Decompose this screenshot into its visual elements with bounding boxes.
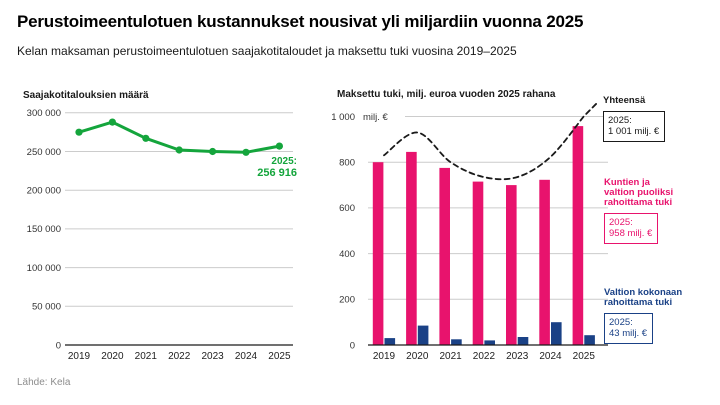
right-chart-title: Maksettu tuki, milj. euroa vuoden 2025 r… xyxy=(337,89,556,100)
valuebox-year: 2025: xyxy=(609,316,633,328)
data-point xyxy=(209,147,217,156)
data-point xyxy=(275,142,283,150)
bar-state-2019 xyxy=(384,338,396,345)
x-tick-label: 2019 xyxy=(68,351,91,362)
bar-municipal-state-2023 xyxy=(506,185,517,345)
legend-total-valuebox: 2025: 1 001 milj. € xyxy=(603,110,666,142)
annotation-year: 2025: xyxy=(271,156,297,167)
bar-municipal-state-2021 xyxy=(439,167,450,345)
bar-municipal-state-2020 xyxy=(406,151,417,345)
valuebox-value: 1 001 milj. € xyxy=(608,126,660,138)
x-tick-label: 2021 xyxy=(439,351,462,362)
x-tick-label: 2025 xyxy=(268,351,291,362)
y-tick-label: 400 xyxy=(339,249,355,260)
data-point xyxy=(142,134,150,142)
y-tick-label: 100 000 xyxy=(27,263,61,274)
data-point xyxy=(75,128,83,136)
y-tick-label: 1 000 xyxy=(331,112,355,123)
y-tick-label: 800 xyxy=(339,158,355,169)
x-tick-label: 2020 xyxy=(406,351,429,362)
valuebox-value: 958 milj. € xyxy=(609,228,653,240)
legend-municipal-state-valuebox: 2025: 958 milj. € xyxy=(604,212,659,244)
left-chart-title: Saajakotitalouksien määrä xyxy=(23,90,149,101)
bar-state-2022 xyxy=(484,340,495,345)
total-dashed-line xyxy=(383,101,599,181)
legend-state-label: Valtion kokonaan rahoittama tuki xyxy=(604,287,683,308)
y-axis-unit-label: milj. € xyxy=(363,112,389,123)
legend-total-label: Yhteensä xyxy=(603,95,646,106)
page-title: Perustoimeentulotuen kustannukset nousiv… xyxy=(17,12,584,31)
x-tick-label: 2023 xyxy=(506,351,529,362)
households-line-chart: 0 50 000 100 000 150 000 200 000 250 000 300 0… xyxy=(27,108,293,362)
x-tick-label: 2024 xyxy=(235,351,258,362)
y-tick-label: 300 000 xyxy=(27,108,61,119)
bar-state-2020 xyxy=(417,325,429,345)
bar-municipal-state-2024 xyxy=(539,179,550,345)
x-tick-label: 2022 xyxy=(168,351,191,362)
y-tick-label: 250 000 xyxy=(27,147,61,158)
x-tick-label: 2024 xyxy=(539,351,562,362)
paid-support-bar-chart: 0 200 400 600 800 1 000 milj. € 2019 2020 2021 202… xyxy=(331,101,608,362)
bar-municipal-state-2022 xyxy=(472,181,484,345)
data-point xyxy=(175,146,183,154)
legend-municipal-state-label: Kuntien ja valtion puoliksi rahoittama t… xyxy=(604,177,674,208)
x-tick-label: 2022 xyxy=(473,351,496,362)
x-tick-label: 2021 xyxy=(135,351,158,362)
legend-total: Yhteensä 2025: 1 001 milj. € xyxy=(603,96,713,142)
valuebox-value: 43 milj. € xyxy=(609,328,648,340)
bar-municipal-state-2025 xyxy=(572,126,584,345)
bar-state-2025 xyxy=(584,335,595,345)
y-tick-label: 50 000 xyxy=(32,302,61,313)
y-tick-label: 0 xyxy=(56,340,61,351)
page-subtitle: Kelan maksaman perustoimeentulotuen saaj… xyxy=(17,44,517,58)
x-tick-label: 2020 xyxy=(101,351,124,362)
y-tick-label: 200 000 xyxy=(27,186,61,197)
data-point xyxy=(242,148,250,156)
y-tick-label: 200 xyxy=(339,295,355,306)
line-chart-2025-annotation: 2025: 256 916 xyxy=(197,156,297,179)
data-point xyxy=(108,118,116,126)
legend-state-support: Valtion kokonaan rahoittama tuki 2025: 4… xyxy=(604,288,714,344)
legend-state-valuebox: 2025: 43 milj. € xyxy=(604,312,654,344)
annotation-value: 256 916 xyxy=(257,167,297,179)
y-tick-label: 150 000 xyxy=(27,224,61,235)
bar-state-2021 xyxy=(451,339,462,345)
bar-municipal-state-2019 xyxy=(372,162,384,345)
y-tick-label: 600 xyxy=(339,203,355,214)
x-tick-label: 2023 xyxy=(201,351,224,362)
valuebox-year: 2025: xyxy=(609,216,633,228)
valuebox-year: 2025: xyxy=(608,114,632,126)
y-tick-label: 0 xyxy=(350,340,355,351)
bar-state-2023 xyxy=(517,337,529,345)
x-tick-label: 2019 xyxy=(373,351,396,362)
bar-state-2024 xyxy=(551,322,562,345)
x-tick-label: 2025 xyxy=(573,351,596,362)
source-note: Lähde: Kela xyxy=(17,377,71,388)
legend-municipal-state-support: Kuntien ja valtion puoliksi rahoittama t… xyxy=(604,178,714,244)
